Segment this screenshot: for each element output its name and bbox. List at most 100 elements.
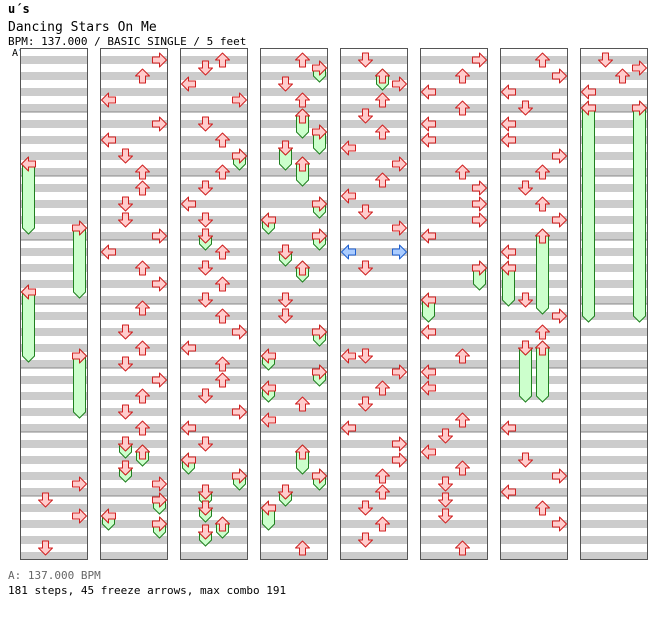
arrow-down-icon xyxy=(198,436,213,452)
beat-stripe xyxy=(580,552,648,560)
beat-stripe xyxy=(340,72,408,80)
arrow-down-icon xyxy=(518,100,533,116)
arrow-right-icon xyxy=(312,124,327,140)
arrow-left-icon xyxy=(421,444,436,460)
arrow-down-icon xyxy=(358,260,373,276)
arrow-down-icon xyxy=(278,244,293,260)
beat-stripe xyxy=(500,488,568,496)
beat-stripe xyxy=(580,392,648,400)
arrow-down-icon xyxy=(278,308,293,324)
beat-stripe xyxy=(420,552,488,560)
beat-stripe xyxy=(580,216,648,224)
arrow-up-icon xyxy=(295,156,310,172)
beat-stripe xyxy=(340,328,408,336)
arrow-up-icon xyxy=(455,100,470,116)
arrow-down-icon xyxy=(38,540,53,556)
arrow-up-icon xyxy=(455,348,470,364)
beat-stripe xyxy=(420,440,488,448)
arrow-right-icon xyxy=(552,308,567,324)
beat-stripe xyxy=(420,312,488,320)
beat-stripe xyxy=(340,104,408,112)
beat-stripe xyxy=(180,488,248,496)
arrow-up-icon xyxy=(375,516,390,532)
shock-right-icon xyxy=(392,244,407,260)
beat-stripe xyxy=(500,232,568,240)
beat-stripe xyxy=(500,296,568,304)
beat-stripe xyxy=(420,56,488,64)
beat-stripe xyxy=(420,200,488,208)
arrow-up-icon xyxy=(535,340,550,356)
beat-stripe xyxy=(100,440,168,448)
arrow-up-icon xyxy=(615,68,630,84)
arrow-right-icon xyxy=(232,148,247,164)
beat-stripe xyxy=(20,424,88,432)
bpm-note: A: 137.000 BPM xyxy=(8,569,101,582)
beat-stripe xyxy=(420,104,488,112)
beat-stripe xyxy=(500,72,568,80)
beat-stripe xyxy=(340,408,408,416)
freeze-up-body xyxy=(536,235,549,315)
freeze-right-body xyxy=(73,227,86,299)
beat-stripe xyxy=(100,424,168,432)
beat-stripe xyxy=(580,168,648,176)
beat-stripe xyxy=(420,264,488,272)
beat-stripe xyxy=(180,152,248,160)
beat-stripe xyxy=(340,56,408,64)
arrow-left-icon xyxy=(501,132,516,148)
arrow-down-icon xyxy=(118,356,133,372)
arrow-left-icon xyxy=(261,348,276,364)
beat-stripe xyxy=(260,440,328,448)
arrow-left-icon xyxy=(501,420,516,436)
beat-stripe xyxy=(580,264,648,272)
arrow-down-icon xyxy=(358,396,373,412)
arrow-left-icon xyxy=(341,188,356,204)
beat-stripe xyxy=(20,168,88,176)
arrow-right-icon xyxy=(152,516,167,532)
beat-stripe xyxy=(100,264,168,272)
arrow-right-icon xyxy=(312,60,327,76)
beat-stripe xyxy=(20,392,88,400)
beat-stripe xyxy=(580,328,648,336)
arrow-right-icon xyxy=(552,212,567,228)
beat-stripe xyxy=(420,184,488,192)
chart-column xyxy=(100,48,168,560)
beat-stripe xyxy=(500,360,568,368)
beat-stripe xyxy=(180,408,248,416)
beat-stripe xyxy=(180,232,248,240)
arrow-up-icon xyxy=(375,92,390,108)
beat-stripe xyxy=(20,88,88,96)
beat-stripe xyxy=(260,264,328,272)
beat-stripe xyxy=(180,264,248,272)
beat-stripe xyxy=(20,328,88,336)
beat-stripe xyxy=(180,56,248,64)
arrow-left-icon xyxy=(501,84,516,100)
beat-stripe xyxy=(260,536,328,544)
beat-stripe xyxy=(340,440,408,448)
arrow-left-icon xyxy=(421,84,436,100)
arrow-up-icon xyxy=(135,260,150,276)
beat-stripe xyxy=(420,136,488,144)
arrow-down-icon xyxy=(438,508,453,524)
arrow-down-icon xyxy=(358,204,373,220)
beat-stripe xyxy=(340,216,408,224)
arrow-right-icon xyxy=(472,196,487,212)
beat-stripe xyxy=(180,136,248,144)
arrow-up-icon xyxy=(455,68,470,84)
arrow-down-icon xyxy=(198,388,213,404)
chart-column xyxy=(500,48,568,560)
arrow-up-icon xyxy=(375,380,390,396)
beat-stripe xyxy=(580,504,648,512)
beat-stripe xyxy=(420,408,488,416)
beat-stripe xyxy=(20,552,88,560)
beat-stripe xyxy=(260,184,328,192)
beat-stripe xyxy=(260,392,328,400)
arrow-down-icon xyxy=(198,260,213,276)
arrow-down-icon xyxy=(118,436,133,452)
arrow-down-icon xyxy=(358,532,373,548)
beat-stripe xyxy=(420,344,488,352)
arrow-down-icon xyxy=(358,500,373,516)
beat-stripe xyxy=(340,184,408,192)
arrow-up-icon xyxy=(135,68,150,84)
arrow-down-icon xyxy=(118,460,133,476)
beat-stripe xyxy=(100,456,168,464)
